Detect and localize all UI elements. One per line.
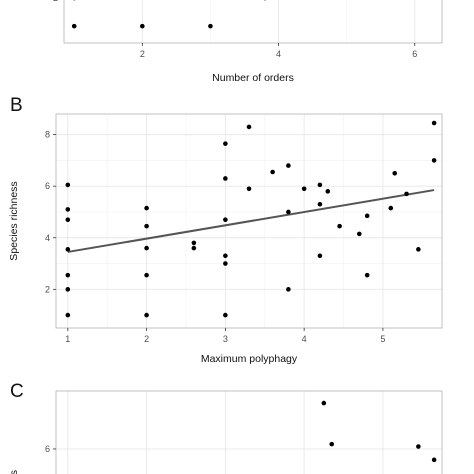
chart-0-panel-border — [63, 0, 443, 44]
chart-1-data-point — [364, 213, 370, 219]
chart-1-data-point — [191, 245, 197, 251]
chart-1-data-point — [144, 223, 149, 229]
chart-1-data-point — [392, 171, 398, 176]
chart-1-data-point — [246, 186, 252, 192]
chart-1-data-point — [270, 169, 275, 175]
chart-1-trend-line — [67, 189, 435, 253]
chart-0-x-tick-label: 6 — [412, 49, 417, 59]
chart-1-data-point — [223, 312, 228, 318]
chart-1-data-point — [223, 141, 228, 146]
chart-1-data-point — [65, 182, 71, 188]
chart-1-x-axis-title: Maximum polyphagy — [201, 353, 298, 365]
chart-1-data-point — [317, 182, 323, 188]
chart-1-x-tick-label: 4 — [302, 334, 307, 344]
chart-2-data-point — [416, 444, 421, 449]
chart-1-data-point — [65, 217, 71, 223]
chart-0-x-tick-label: 4 — [276, 49, 281, 59]
chart-1-data-point — [65, 272, 71, 278]
chart-1-y-axis-title: Species richness — [8, 181, 20, 260]
chart-1-y-tick-label: 4 — [45, 233, 50, 243]
chart-1-x-tick-label: 5 — [380, 334, 385, 344]
chart-1-data-point — [317, 201, 323, 207]
chart-1-data-point — [246, 124, 252, 130]
chart-2-panel-border — [55, 390, 443, 474]
chart-1-data-point — [223, 176, 228, 181]
chart-1-data-point — [223, 217, 228, 223]
chart-2-panel-letter: C — [10, 381, 24, 402]
chart-2-y-axis-title: ss — [8, 470, 20, 474]
chart-1-y-tick-label: 6 — [45, 181, 50, 191]
chart-0-data-point — [140, 23, 145, 29]
chart-1-x-tick-label: 3 — [223, 334, 228, 344]
chart-1-data-point — [144, 272, 149, 278]
chart-1-data-point — [317, 253, 323, 259]
chart-2-data-point — [329, 441, 335, 447]
chart-1-x-tick-label: 1 — [65, 334, 70, 344]
chart-2-plot-area — [56, 391, 442, 474]
chart-0-x-axis-title: Number of orders — [212, 72, 294, 84]
chart-1-data-point — [286, 287, 291, 292]
chart-1-data-point — [144, 245, 149, 251]
chart-0-y-tick-label: 2 — [53, 0, 58, 3]
chart-1-data-point — [65, 287, 71, 292]
chart-1-data-point — [65, 312, 71, 318]
chart-1-data-point — [65, 247, 71, 252]
chart-2-y-tick-label: 6 — [45, 444, 50, 454]
chart-2-data-point — [321, 400, 327, 406]
chart-1-data-point — [286, 163, 291, 168]
chart-2-data-point — [431, 457, 437, 463]
chart-1-y-tick-label: 2 — [45, 284, 50, 294]
chart-1-panel-letter: B — [10, 95, 23, 116]
chart-0-data-point — [71, 23, 77, 29]
chart-1-data-point — [144, 312, 149, 318]
chart-1-data-point — [65, 207, 71, 212]
chart-1-data-point — [431, 158, 437, 163]
chart-1-data-point — [388, 205, 394, 211]
chart-1-data-point — [223, 261, 228, 266]
chart-1-data-point — [325, 189, 331, 194]
chart-1-data-point — [286, 209, 291, 215]
chart-0-data-point — [208, 23, 213, 29]
chart-1-data-point — [356, 231, 362, 237]
chart-1-data-point — [144, 205, 149, 211]
chart-1-data-point — [404, 191, 409, 197]
chart-1-panel-border — [55, 113, 443, 329]
chart-1-data-point — [416, 247, 421, 252]
chart-1-data-point — [431, 120, 437, 126]
chart-1-data-point — [364, 272, 370, 278]
chart-1-data-point — [337, 223, 342, 229]
chart-1-y-tick-label: 8 — [45, 130, 50, 140]
chart-1-x-tick-label: 2 — [144, 334, 149, 344]
chart-0-x-tick-label: 2 — [140, 49, 145, 59]
chart-0-plot-area — [64, 0, 442, 43]
chart-1-data-point — [223, 253, 228, 259]
chart-1-data-point — [191, 240, 197, 246]
chart-1-data-point — [301, 186, 307, 192]
